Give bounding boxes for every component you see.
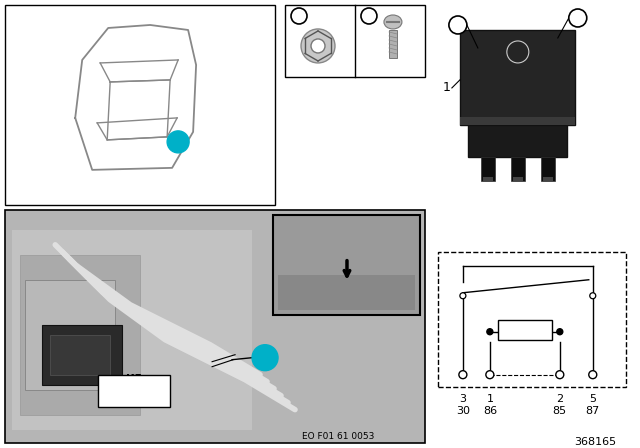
Bar — [481, 157, 495, 181]
Bar — [278, 275, 415, 310]
Bar — [20, 255, 140, 415]
Text: 2: 2 — [556, 394, 563, 404]
Bar — [438, 252, 626, 387]
Bar — [460, 30, 575, 125]
Bar — [285, 5, 425, 77]
Circle shape — [167, 131, 189, 153]
Circle shape — [460, 293, 466, 299]
Bar — [460, 117, 575, 125]
Bar — [42, 325, 122, 385]
Bar — [541, 157, 555, 181]
Circle shape — [301, 29, 335, 63]
Bar — [273, 215, 420, 315]
Text: 1: 1 — [486, 394, 493, 404]
Bar — [50, 335, 110, 375]
Text: K5
K5*1B: K5 K5*1B — [115, 374, 153, 396]
Text: 87: 87 — [586, 405, 600, 416]
Circle shape — [361, 8, 377, 24]
Circle shape — [590, 293, 596, 299]
Text: 5: 5 — [589, 394, 596, 404]
Text: 1: 1 — [443, 82, 451, 95]
Circle shape — [557, 329, 563, 335]
Text: 30: 30 — [456, 405, 470, 416]
Bar — [5, 210, 425, 443]
Text: 3: 3 — [365, 11, 372, 21]
Circle shape — [459, 370, 467, 379]
Ellipse shape — [384, 15, 402, 29]
Circle shape — [291, 8, 307, 24]
Circle shape — [486, 370, 494, 379]
Circle shape — [507, 41, 529, 63]
Circle shape — [449, 16, 467, 34]
Text: 2: 2 — [574, 13, 582, 23]
Text: 3: 3 — [454, 20, 461, 30]
Bar — [498, 320, 552, 340]
Circle shape — [311, 39, 325, 53]
Bar — [5, 5, 275, 205]
Bar — [483, 177, 493, 181]
Bar — [98, 375, 170, 407]
Circle shape — [589, 370, 596, 379]
Bar — [468, 125, 567, 157]
Circle shape — [487, 329, 493, 335]
Text: 368165: 368165 — [573, 437, 616, 447]
Bar — [12, 230, 252, 430]
Bar — [511, 157, 525, 181]
Text: 86: 86 — [483, 405, 497, 416]
Bar — [513, 177, 523, 181]
Text: BMW: BMW — [511, 49, 524, 55]
Bar — [25, 280, 115, 390]
Bar — [543, 177, 553, 181]
Text: 1: 1 — [173, 135, 182, 148]
Bar — [389, 30, 397, 58]
Circle shape — [569, 9, 587, 27]
Text: 85: 85 — [553, 405, 567, 416]
Text: 1: 1 — [260, 351, 269, 364]
Text: 2: 2 — [295, 11, 303, 21]
Text: EO F01 61 0053: EO F01 61 0053 — [302, 432, 374, 441]
Text: 3: 3 — [460, 394, 467, 404]
Circle shape — [556, 370, 564, 379]
Circle shape — [252, 345, 278, 370]
